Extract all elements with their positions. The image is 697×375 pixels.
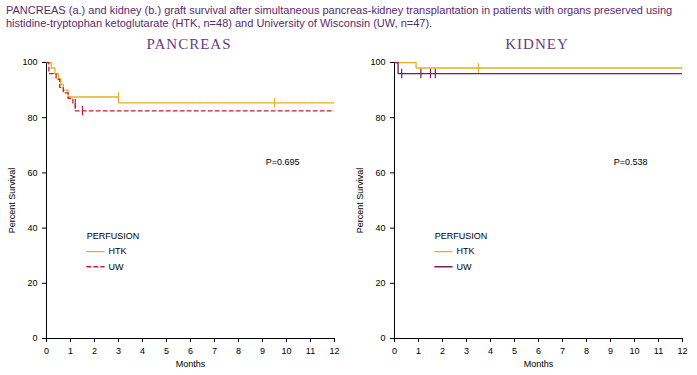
svg-text:80: 80 [375, 113, 385, 123]
svg-text:5: 5 [512, 346, 517, 356]
svg-text:100: 100 [370, 57, 385, 67]
svg-text:7: 7 [212, 346, 217, 356]
svg-text:8: 8 [236, 346, 241, 356]
svg-text:UW: UW [108, 262, 123, 272]
svg-text:0: 0 [380, 333, 385, 343]
svg-text:80: 80 [27, 113, 37, 123]
svg-text:7: 7 [560, 346, 565, 356]
svg-text:0: 0 [44, 346, 49, 356]
svg-text:Months: Months [176, 359, 206, 369]
svg-text:9: 9 [608, 346, 613, 356]
svg-text:10: 10 [629, 346, 639, 356]
svg-text:12: 12 [329, 346, 339, 356]
svg-text:60: 60 [375, 168, 385, 178]
svg-text:10: 10 [281, 346, 291, 356]
html-text:PANCREAS: PANCREAS [146, 36, 232, 52]
svg-text:Months: Months [524, 359, 554, 369]
svg-text:P=0.695: P=0.695 [266, 157, 300, 167]
svg-text:0: 0 [392, 346, 397, 356]
svg-text:2: 2 [440, 346, 445, 356]
svg-text:UW: UW [456, 262, 471, 272]
svg-text:100: 100 [22, 57, 37, 67]
svg-text:11: 11 [654, 346, 663, 356]
svg-text:6: 6 [536, 346, 541, 356]
svg-text:4: 4 [488, 346, 493, 356]
svg-text:Percent Survival: Percent Survival [7, 168, 17, 234]
svg-text:40: 40 [375, 223, 385, 233]
svg-text:PERFUSION: PERFUSION [435, 231, 488, 241]
svg-text:3: 3 [116, 346, 121, 356]
svg-text:20: 20 [375, 278, 385, 288]
svg-text:HTK: HTK [108, 246, 126, 256]
svg-text:12: 12 [677, 346, 687, 356]
svg-text:60: 60 [27, 168, 37, 178]
html-text:PANCREAS (a.) and kidney (b.): PANCREAS (a.) and kidney (b.) graft surv… [6, 4, 673, 29]
svg-text:PERFUSION: PERFUSION [87, 231, 140, 241]
svg-text:3: 3 [464, 346, 469, 356]
svg-text:9: 9 [260, 346, 265, 356]
svg-text:11: 11 [306, 346, 315, 356]
svg-text:5: 5 [164, 346, 169, 356]
html-text:KIDNEY: KIDNEY [505, 36, 569, 52]
svg-text:40: 40 [27, 223, 37, 233]
svg-text:P=0.538: P=0.538 [614, 157, 648, 167]
svg-text:8: 8 [584, 346, 589, 356]
svg-text:2: 2 [92, 346, 97, 356]
svg-text:20: 20 [27, 278, 37, 288]
svg-text:0: 0 [32, 333, 37, 343]
svg-text:HTK: HTK [456, 246, 474, 256]
svg-text:4: 4 [140, 346, 145, 356]
svg-text:1: 1 [68, 346, 73, 356]
svg-text:1: 1 [416, 346, 421, 356]
svg-text:6: 6 [188, 346, 193, 356]
svg-text:Percent Survival: Percent Survival [355, 168, 365, 234]
